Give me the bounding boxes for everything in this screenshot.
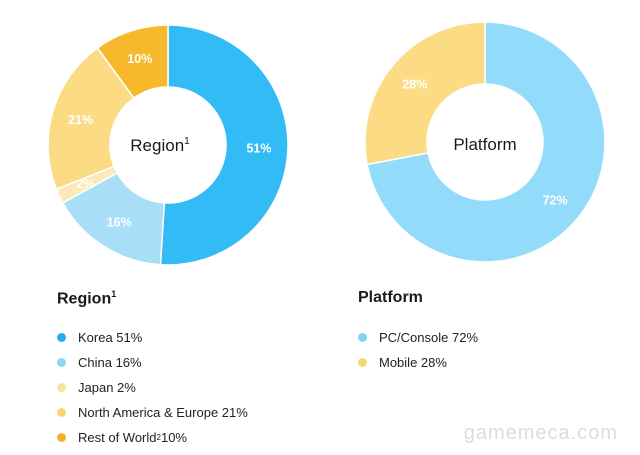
legend-dot bbox=[57, 383, 66, 392]
platform-legend: Platform PC/Console 72% Mobile 28% bbox=[358, 289, 478, 375]
legend-item-pc-console: PC/Console 72% bbox=[358, 325, 478, 350]
legend-item-north-america-europe: North America & Europe 21% bbox=[57, 400, 248, 425]
region-legend-title: Region1 bbox=[57, 289, 117, 308]
legend-item-rest-of-world: Rest of World 2 10% bbox=[57, 425, 248, 450]
legend-item-mobile: Mobile 28% bbox=[358, 350, 478, 375]
legend-dot bbox=[358, 333, 367, 342]
platform-legend-title: Platform bbox=[358, 289, 423, 306]
slice-north-america-europe bbox=[47, 46, 135, 191]
legend-dot bbox=[57, 408, 66, 417]
legend-dot bbox=[57, 433, 66, 442]
platform-donut-chart: 72% 28% Platform bbox=[364, 21, 606, 263]
slice-label-china: 16% bbox=[107, 215, 132, 229]
legend-item-korea: Korea 51% bbox=[57, 325, 248, 350]
slice-label-north-america-europe: 21% bbox=[68, 113, 93, 127]
region-legend: Region1 Korea 51% China 16% Japan 2% Nor… bbox=[57, 289, 248, 450]
slice-mobile bbox=[364, 21, 486, 166]
region-donut-chart: 51% 16% 2% 21% 10% Region1 bbox=[47, 24, 289, 266]
slice-rest-of-world bbox=[96, 24, 169, 100]
slice-korea bbox=[159, 24, 289, 266]
legend-dot bbox=[57, 333, 66, 342]
slice-label-korea: 51% bbox=[246, 141, 271, 155]
slice-pc-console bbox=[366, 21, 606, 263]
slice-label-japan: 2% bbox=[77, 177, 95, 191]
legend-item-china: China 16% bbox=[57, 350, 248, 375]
slice-label-mobile: 28% bbox=[402, 77, 427, 91]
legend-dot bbox=[57, 358, 66, 367]
platform-center-label: Platform bbox=[453, 135, 516, 154]
slice-label-pc-console: 72% bbox=[543, 194, 568, 208]
watermark: gamemeca.com bbox=[463, 422, 618, 444]
slice-label-rest-of-world: 10% bbox=[127, 52, 152, 66]
region-center-label: Region1 bbox=[130, 136, 190, 155]
legend-item-japan: Japan 2% bbox=[57, 375, 248, 400]
legend-dot bbox=[358, 358, 367, 367]
